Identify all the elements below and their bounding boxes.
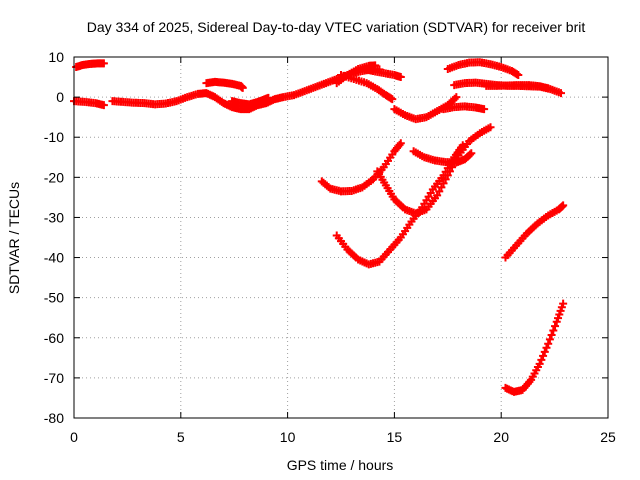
y-tick-label: -60: [44, 330, 64, 346]
series-track-b: [70, 97, 108, 110]
data-point: [435, 187, 444, 196]
series-track-q: [332, 141, 467, 269]
series-track-e: [228, 93, 273, 109]
data-point: [486, 123, 495, 132]
data-point: [467, 149, 476, 158]
data-point: [559, 201, 568, 210]
series-track-d: [202, 77, 247, 92]
data-point: [441, 175, 450, 184]
series-track-j: [439, 102, 489, 114]
series-track-n: [317, 139, 405, 196]
data-point: [514, 71, 523, 80]
data-point: [551, 322, 560, 331]
series-track-p: [409, 147, 476, 167]
plot-frame: [73, 56, 609, 419]
series-track-k: [443, 58, 523, 80]
data-point: [547, 330, 556, 339]
data-point: [388, 95, 397, 104]
data-point: [539, 351, 548, 360]
tick-layer: 0 5 10 15 20 25 -80 -70 -60 -50 -40 -30 -20 -10 0 10: [44, 49, 616, 445]
data-point: [458, 141, 467, 150]
y-tick-label: -40: [44, 250, 64, 266]
x-tick-label: 5: [177, 429, 185, 445]
y-tick-label: -50: [44, 290, 64, 306]
series-track-g: [360, 65, 405, 82]
y-tick-label: -20: [44, 169, 64, 185]
series-track-a: [72, 59, 108, 72]
series-track-h: [337, 71, 397, 104]
y-axis-label: SDTVAR / TECUs: [6, 182, 22, 294]
data-point: [549, 326, 558, 335]
data-point: [396, 73, 405, 82]
x-tick-label: 15: [387, 429, 403, 445]
series-layer: [70, 58, 568, 396]
data-point: [540, 347, 549, 356]
x-tick-label: 25: [600, 429, 616, 445]
x-tick-label: 0: [70, 429, 78, 445]
data-point: [557, 89, 566, 98]
data-point: [537, 355, 546, 364]
y-tick-label: -10: [44, 129, 64, 145]
x-axis-label: GPS time / hours: [287, 457, 394, 473]
data-point: [99, 59, 108, 68]
x-tick-label: 20: [493, 429, 509, 445]
data-point: [545, 335, 554, 344]
data-point: [452, 93, 461, 102]
y-tick-label: -30: [44, 209, 64, 225]
data-point: [433, 191, 442, 200]
series-track-o: [373, 123, 495, 218]
data-point: [480, 105, 489, 114]
y-tick-label: 0: [56, 89, 64, 105]
data-point: [264, 93, 273, 102]
data-point: [396, 139, 405, 148]
y-tick-label: -80: [44, 410, 64, 426]
data-point: [238, 83, 247, 92]
chart-title: Day 334 of 2025, Sidereal Day-to-day VTE…: [87, 19, 586, 35]
data-point: [559, 299, 568, 308]
grid-layer: [74, 57, 608, 418]
x-tick-label: 10: [280, 429, 296, 445]
data-point: [542, 343, 551, 352]
series-track-r: [501, 201, 568, 262]
data-point: [99, 101, 108, 110]
data-point: [395, 140, 404, 149]
data-point: [466, 150, 475, 159]
y-tick-label: -70: [44, 370, 64, 386]
data-point: [544, 339, 553, 348]
series-track-s: [501, 299, 568, 396]
y-tick-label: 10: [48, 49, 64, 65]
data-point: [535, 359, 544, 368]
series-track-m: [482, 81, 553, 93]
data-point: [544, 84, 553, 93]
